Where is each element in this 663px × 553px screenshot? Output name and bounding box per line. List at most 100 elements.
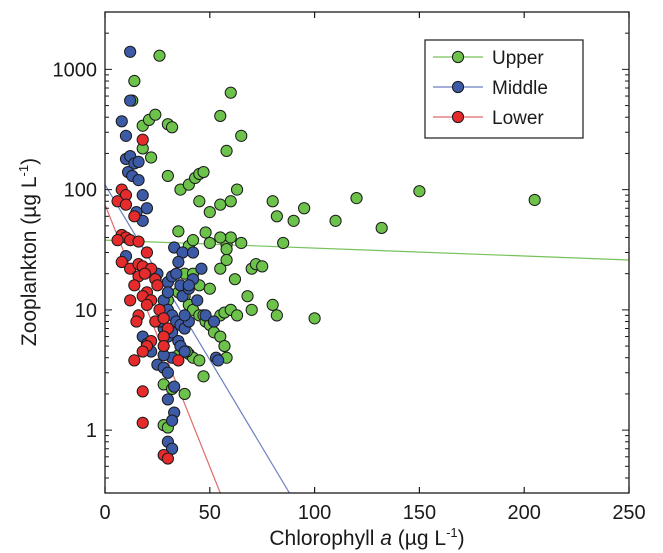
x-tick-label: 0: [99, 502, 110, 524]
point-middle: [115, 115, 128, 128]
point-middle: [136, 189, 149, 202]
x-axis: 0 50 100 150 200 250: [99, 12, 646, 524]
x-tick-label: 200: [508, 502, 541, 524]
point-lower: [111, 234, 124, 247]
point-upper: [228, 273, 242, 286]
point-lower: [136, 416, 149, 429]
legend-marker-lower: [451, 110, 465, 124]
point-lower: [140, 246, 154, 259]
point-upper: [308, 312, 321, 325]
point-upper: [197, 370, 210, 383]
legend-marker-middle: [451, 80, 465, 94]
x-axis-label: Chlorophyll a (µg L-1): [269, 525, 464, 550]
point-upper: [220, 144, 233, 157]
point-upper: [350, 192, 363, 205]
point-lower: [172, 354, 185, 367]
legend-label-lower: Lower: [492, 108, 544, 129]
point-upper: [235, 129, 248, 142]
legend-items: Upper Middle Lower: [433, 48, 548, 129]
point-lower: [161, 452, 174, 465]
legend-label-upper: Upper: [492, 48, 544, 69]
point-upper: [165, 121, 179, 134]
point-upper: [193, 354, 206, 367]
point-upper: [413, 185, 426, 198]
point-lower: [157, 312, 170, 325]
point-upper: [298, 202, 311, 215]
point-lower: [128, 279, 141, 292]
y-axis: 1 10 100 1000: [53, 11, 629, 494]
point-lower: [138, 267, 151, 280]
point-middle: [182, 279, 195, 292]
point-middle: [168, 380, 181, 393]
point-upper: [153, 49, 166, 62]
point-middle: [140, 202, 154, 215]
data-points: [111, 45, 541, 465]
point-lower: [124, 294, 137, 307]
point-upper: [203, 282, 216, 295]
point-lower: [136, 133, 149, 146]
point-middle: [172, 255, 185, 269]
point-upper: [329, 214, 342, 227]
point-middle: [165, 414, 179, 427]
point-lower: [115, 255, 128, 269]
point-upper: [214, 262, 227, 275]
point-upper: [214, 109, 227, 123]
point-middle: [161, 366, 174, 379]
point-lower: [140, 298, 154, 311]
point-upper: [230, 183, 244, 196]
x-tick-label: 150: [403, 502, 436, 524]
point-upper: [218, 339, 231, 353]
y-axis-label: Zooplankton (µg L-1): [16, 158, 41, 346]
legend-label-middle: Middle: [492, 78, 548, 99]
point-upper: [145, 151, 158, 164]
point-upper: [193, 195, 206, 208]
point-middle: [170, 267, 183, 280]
point-middle: [132, 155, 145, 169]
point-upper: [214, 198, 227, 211]
x-tick-label: 50: [199, 502, 221, 524]
point-lower: [157, 339, 170, 353]
point-upper: [128, 74, 141, 88]
y-tick-label: 1: [86, 420, 97, 442]
point-upper: [270, 210, 283, 223]
point-middle: [161, 286, 174, 299]
point-upper: [241, 290, 254, 303]
point-upper: [235, 236, 248, 250]
point-lower: [136, 385, 149, 398]
point-upper: [197, 165, 210, 179]
point-upper: [266, 298, 279, 311]
point-lower: [132, 235, 145, 248]
point-upper: [178, 387, 191, 401]
point-upper: [224, 231, 237, 244]
point-lower: [119, 198, 133, 211]
point-middle: [207, 315, 221, 328]
point-upper: [220, 253, 233, 267]
point-upper: [149, 108, 162, 121]
y-tick-label: 100: [64, 180, 97, 202]
point-upper: [220, 243, 233, 256]
point-middle: [199, 309, 212, 322]
point-upper: [287, 214, 300, 227]
point-middle: [191, 294, 204, 307]
point-upper: [528, 193, 541, 207]
point-upper: [375, 221, 388, 235]
x-tick-label: 100: [298, 502, 331, 524]
point-upper: [224, 195, 237, 208]
point-lower: [128, 354, 141, 367]
legend: Upper Middle Lower: [424, 39, 584, 139]
point-middle: [119, 129, 133, 142]
point-middle: [186, 246, 200, 259]
point-upper: [245, 303, 258, 316]
x-tick-label: 250: [612, 502, 645, 524]
legend-box: [424, 39, 584, 139]
point-upper: [256, 260, 269, 273]
point-middle: [124, 45, 137, 58]
point-middle: [212, 354, 225, 367]
point-middle: [178, 309, 191, 322]
point-middle: [132, 174, 145, 187]
legend-marker-upper: [451, 50, 465, 64]
point-upper: [186, 234, 200, 247]
point-upper: [203, 236, 216, 250]
fit-line-middle: [105, 184, 290, 493]
